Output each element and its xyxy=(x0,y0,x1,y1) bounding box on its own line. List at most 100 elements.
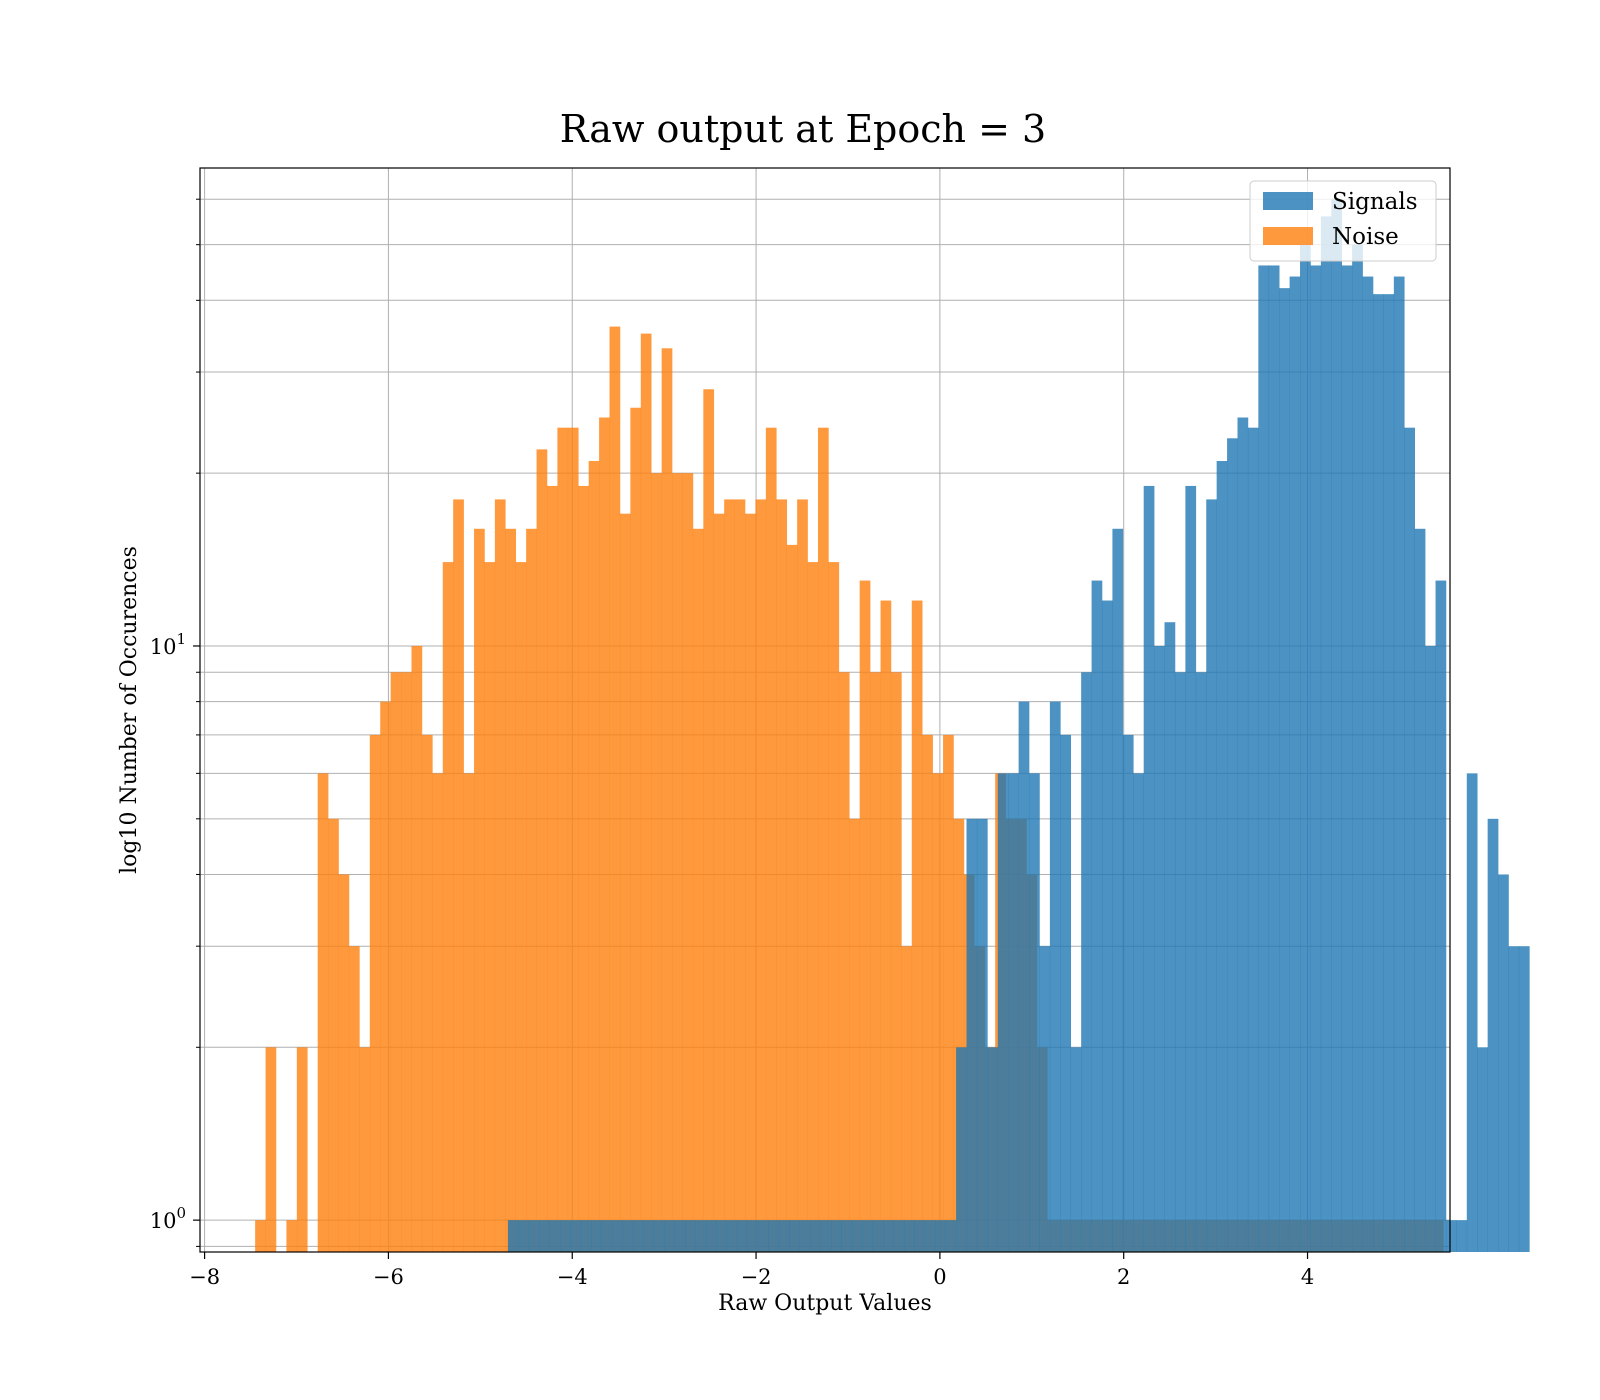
signal-bar xyxy=(1320,216,1332,1253)
signal-bar xyxy=(1091,580,1103,1252)
noise-bar xyxy=(390,672,402,1252)
noise-bar xyxy=(411,645,423,1252)
signal-bar xyxy=(1289,276,1301,1252)
noise-bar xyxy=(765,427,777,1253)
signal-bar xyxy=(778,1220,790,1252)
signal-bar xyxy=(966,818,978,1252)
signal-bar xyxy=(1487,818,1499,1252)
signal-bar xyxy=(987,1047,999,1252)
noise-bar xyxy=(359,1047,371,1252)
signal-bar xyxy=(674,1220,686,1252)
signal-bar xyxy=(1331,199,1343,1253)
noise-bar xyxy=(703,389,715,1253)
x-tick-label: 4 xyxy=(1301,1265,1314,1289)
signal-bar xyxy=(935,1220,946,1252)
noise-bar xyxy=(296,1047,308,1252)
signal-bar xyxy=(1206,499,1217,1253)
signal-bar xyxy=(1362,276,1374,1252)
noise-bar xyxy=(588,460,600,1253)
noise-bar xyxy=(724,499,735,1253)
x-tick-label: −2 xyxy=(741,1265,772,1289)
signal-bar xyxy=(601,1220,613,1252)
signal-bar xyxy=(1372,294,1384,1253)
signal-bar xyxy=(1477,1047,1488,1252)
noise-bar xyxy=(432,773,444,1252)
x-tick-label: −6 xyxy=(373,1265,404,1289)
signal-bar xyxy=(789,1220,801,1252)
signal-bar xyxy=(893,1220,905,1252)
noise-bar xyxy=(536,449,548,1252)
noise-bar xyxy=(672,473,683,1252)
signal-bar xyxy=(945,1220,957,1252)
noise-bar xyxy=(317,773,329,1252)
noise-bar xyxy=(619,513,631,1252)
x-ticks: −8 −6 −4 −2 0 2 4 xyxy=(189,1252,1314,1289)
signal-bar xyxy=(1352,244,1363,1252)
noise-bar xyxy=(380,701,391,1252)
signal-bar xyxy=(1164,622,1176,1252)
chart-title: Raw output at Epoch = 3 xyxy=(560,107,1046,151)
signal-bar xyxy=(1456,1220,1468,1252)
signal-bar xyxy=(1143,485,1155,1252)
signal-bar xyxy=(1404,427,1415,1253)
y-ticks: 100 101 xyxy=(150,198,200,1247)
signal-bar xyxy=(997,773,1009,1252)
signal-bar xyxy=(1508,946,1520,1252)
noise-bar xyxy=(338,874,350,1252)
noise-bar xyxy=(859,580,871,1252)
noise-bar xyxy=(599,417,610,1252)
signal-bar xyxy=(622,1220,634,1252)
noise-bar xyxy=(817,427,829,1253)
signal-bar xyxy=(841,1220,853,1252)
signal-bar xyxy=(1498,874,1509,1252)
signal-bar xyxy=(1414,528,1426,1252)
signal-bar xyxy=(1018,701,1030,1252)
noise-bar xyxy=(505,528,517,1252)
signal-bar xyxy=(862,1220,874,1252)
legend-swatch-noise xyxy=(1263,227,1313,245)
noise-bar xyxy=(453,499,464,1253)
signal-bar xyxy=(1425,645,1436,1252)
signal-bar xyxy=(976,818,988,1252)
y-tick-label: 101 xyxy=(150,630,186,659)
noise-bar xyxy=(745,513,756,1252)
noise-bar xyxy=(567,427,579,1253)
noise-bar xyxy=(838,672,850,1252)
signal-bar xyxy=(1185,485,1197,1252)
signal-bar xyxy=(560,1220,571,1252)
noise-bar xyxy=(651,473,662,1252)
noise-bar xyxy=(369,734,381,1252)
signal-bar xyxy=(758,1220,769,1252)
signal-bar xyxy=(924,1220,936,1252)
noise-bar xyxy=(870,672,881,1252)
signal-bar xyxy=(570,1220,582,1252)
signal-bar xyxy=(768,1220,780,1252)
signal-bar xyxy=(664,1220,675,1252)
noise-bar xyxy=(797,499,808,1253)
noise-bar xyxy=(713,513,725,1252)
signal-bar xyxy=(956,1047,967,1252)
signal-bar xyxy=(810,1220,821,1252)
signal-bar xyxy=(591,1220,603,1252)
x-tick-label: −4 xyxy=(557,1265,588,1289)
signal-bar xyxy=(1070,1047,1082,1252)
x-axis-label: Raw Output Values xyxy=(718,1291,932,1316)
signal-bar xyxy=(747,1220,759,1252)
signal-bar xyxy=(1008,773,1019,1252)
signal-bar xyxy=(883,1220,894,1252)
noise-bar xyxy=(474,528,485,1252)
signal-bar xyxy=(518,1220,530,1252)
noise-bar xyxy=(755,499,767,1253)
signal-bar xyxy=(1383,294,1395,1253)
signal-bar xyxy=(1237,417,1249,1252)
noise-bar xyxy=(776,499,788,1253)
plot-frame xyxy=(199,167,1451,1253)
signal-bar xyxy=(1081,672,1092,1252)
noise-bar xyxy=(609,326,621,1252)
signal-bar xyxy=(580,1220,592,1252)
noise-bar xyxy=(901,946,913,1252)
signal-bar xyxy=(1133,773,1144,1252)
signal-bars xyxy=(507,199,1530,1253)
noise-bar xyxy=(630,407,642,1252)
